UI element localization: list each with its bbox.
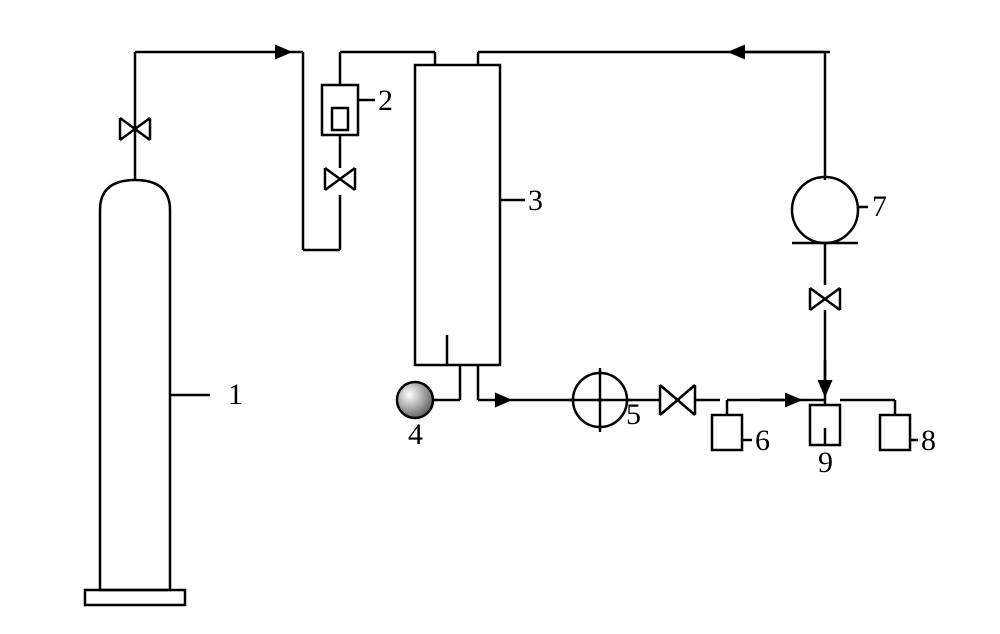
cylinder-1	[85, 145, 210, 605]
label-1: 1	[228, 378, 243, 412]
unit-5	[568, 368, 632, 432]
pump-7	[792, 177, 868, 243]
label-8: 8	[921, 424, 936, 458]
valve-5	[660, 385, 695, 415]
vessel-9	[810, 405, 840, 445]
sphere-4	[397, 382, 433, 418]
valve-pump	[810, 288, 840, 310]
valve-2	[325, 168, 355, 190]
vessel-8	[880, 400, 918, 450]
component-2	[322, 85, 375, 135]
label-9: 9	[818, 446, 833, 480]
label-4: 4	[408, 418, 423, 452]
label-6: 6	[755, 424, 770, 458]
valve-cylinder	[120, 100, 150, 145]
label-5: 5	[626, 398, 641, 432]
column-3	[415, 65, 525, 365]
label-3: 3	[528, 184, 543, 218]
process-diagram	[0, 0, 1000, 634]
label-2: 2	[378, 84, 393, 118]
label-7: 7	[872, 190, 887, 224]
vessel-6	[712, 400, 752, 450]
